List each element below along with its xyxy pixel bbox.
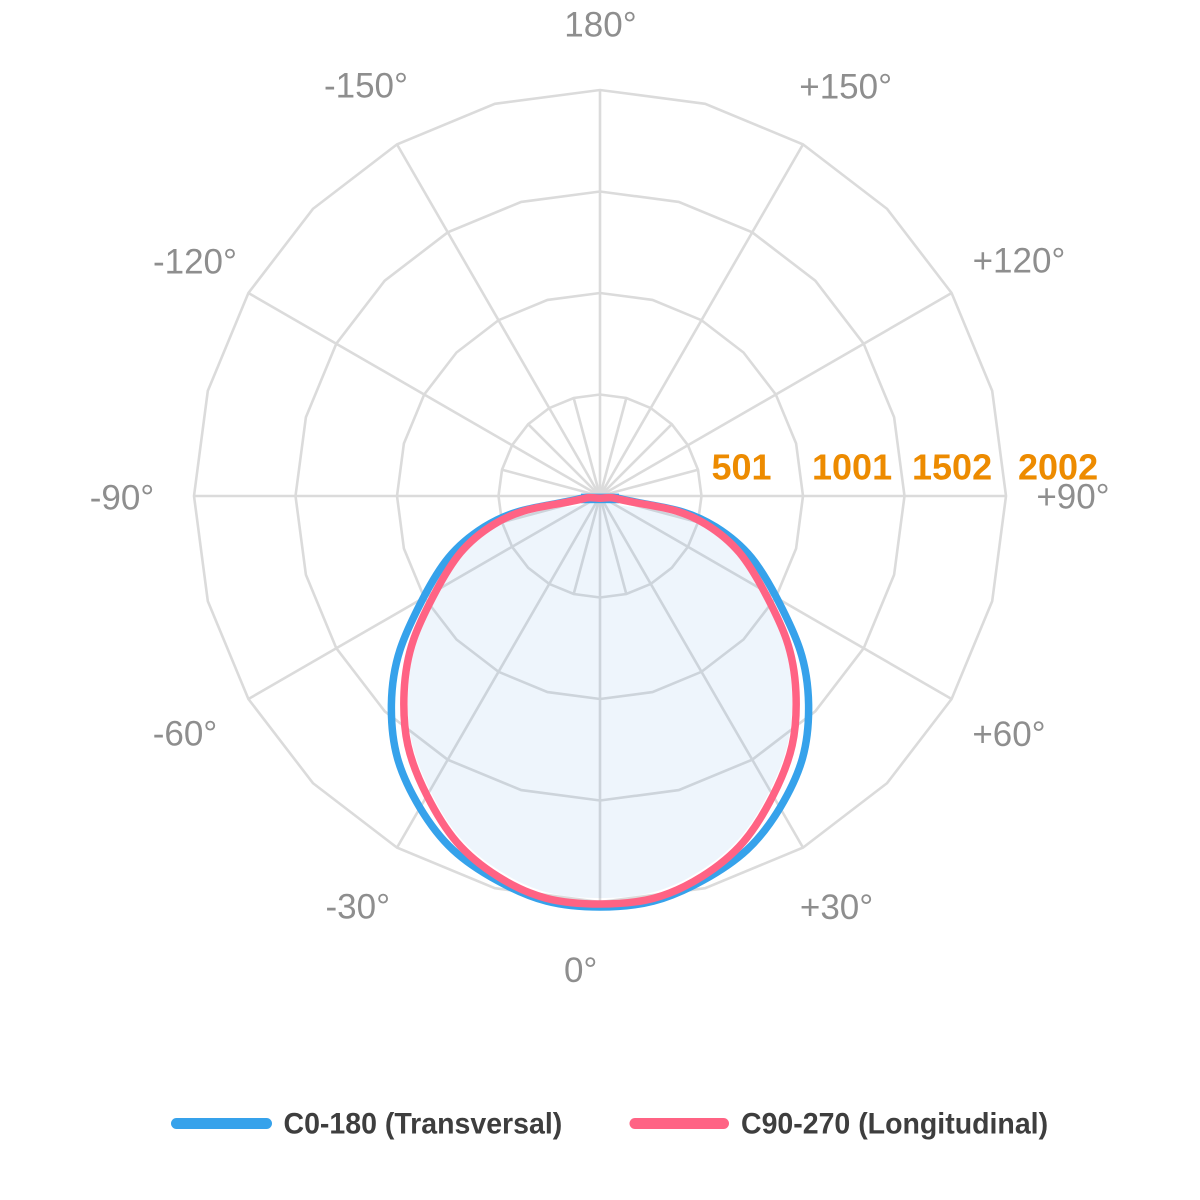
svg-text:+30°: +30° xyxy=(800,888,873,927)
svg-text:-30°: -30° xyxy=(326,888,391,927)
svg-text:-90°: -90° xyxy=(90,478,155,517)
svg-text:C90-270 (Longitudinal): C90-270 (Longitudinal) xyxy=(741,1108,1048,1141)
svg-text:180°: 180° xyxy=(564,6,636,45)
svg-text:2002: 2002 xyxy=(1018,447,1098,488)
svg-text:501: 501 xyxy=(712,447,772,488)
svg-text:1502: 1502 xyxy=(912,447,992,488)
svg-text:+120°: +120° xyxy=(973,242,1066,281)
svg-text:0°: 0° xyxy=(564,951,597,990)
svg-text:1001: 1001 xyxy=(812,447,892,488)
svg-text:-120°: -120° xyxy=(153,243,237,282)
svg-text:+150°: +150° xyxy=(799,68,892,107)
svg-text:C0-180 (Transversal): C0-180 (Transversal) xyxy=(284,1108,563,1141)
svg-text:+60°: +60° xyxy=(972,715,1045,754)
svg-text:-150°: -150° xyxy=(324,67,408,106)
svg-text:-60°: -60° xyxy=(153,715,218,754)
svg-text:+90°: +90° xyxy=(1036,478,1109,517)
